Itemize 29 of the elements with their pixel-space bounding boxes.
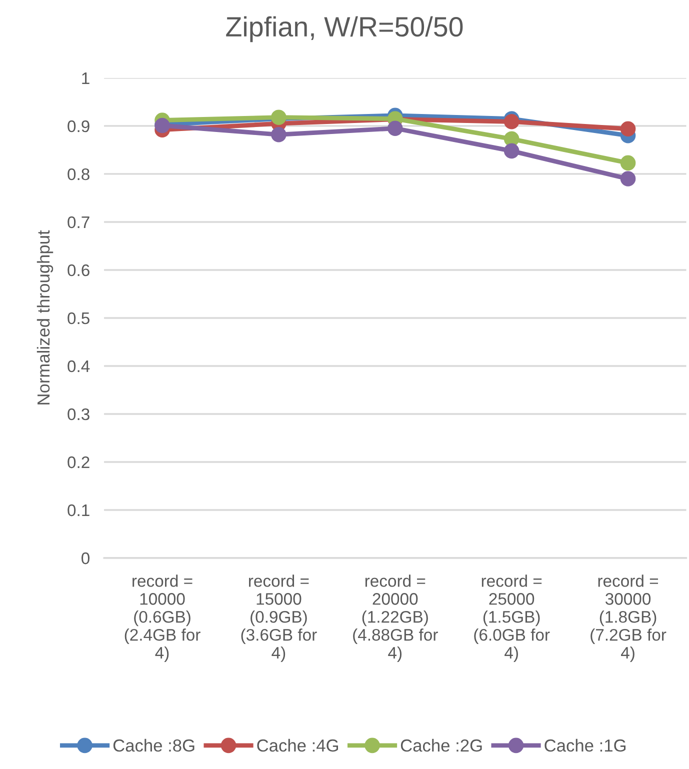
y-tick-label: 0.6 bbox=[68, 264, 90, 276]
legend-label: Cache :1G bbox=[544, 738, 626, 752]
y-tick-label: 1 bbox=[82, 72, 90, 84]
x-tick-label: record = 20000 (1.22GB) (4.88GB for 4) bbox=[353, 574, 438, 662]
legend-label: Cache :8G bbox=[113, 738, 194, 752]
y-tick-label: 0.4 bbox=[68, 360, 90, 372]
point bbox=[620, 171, 636, 186]
point bbox=[388, 120, 403, 136]
x-tick-label: record = 10000 (0.6GB) (2.4GB for 4) bbox=[124, 574, 200, 662]
point bbox=[620, 155, 636, 171]
y-tick-label: 0.8 bbox=[68, 168, 90, 180]
x-tick-label: record = 25000 (1.5GB) (6.0GB for 4) bbox=[474, 574, 550, 662]
y-tick-label: 0.3 bbox=[68, 408, 90, 420]
y-tick-label: 0.7 bbox=[68, 216, 90, 228]
point bbox=[620, 121, 636, 136]
legend-label: Cache :2G bbox=[400, 738, 482, 752]
y-tick-label: 0.2 bbox=[68, 456, 90, 468]
y-axis-title: Normalized throughput bbox=[36, 230, 54, 404]
point bbox=[504, 143, 520, 159]
y-tick-label: 0.5 bbox=[68, 312, 90, 324]
x-tick-label: record = 15000 (0.9GB) (3.6GB for 4) bbox=[241, 574, 317, 662]
legend-label: Cache :4G bbox=[257, 738, 338, 752]
y-tick-label: 0 bbox=[82, 552, 90, 564]
x-tick-label: record = 30000 (1.8GB) (7.2GB for 4) bbox=[590, 574, 666, 662]
y-tick-label: 0.9 bbox=[68, 120, 90, 132]
point bbox=[271, 126, 286, 142]
point bbox=[504, 114, 520, 130]
y-tick-label: 0.1 bbox=[68, 504, 90, 516]
chart-title: Zipfian, W/R=50/50 bbox=[226, 16, 463, 42]
